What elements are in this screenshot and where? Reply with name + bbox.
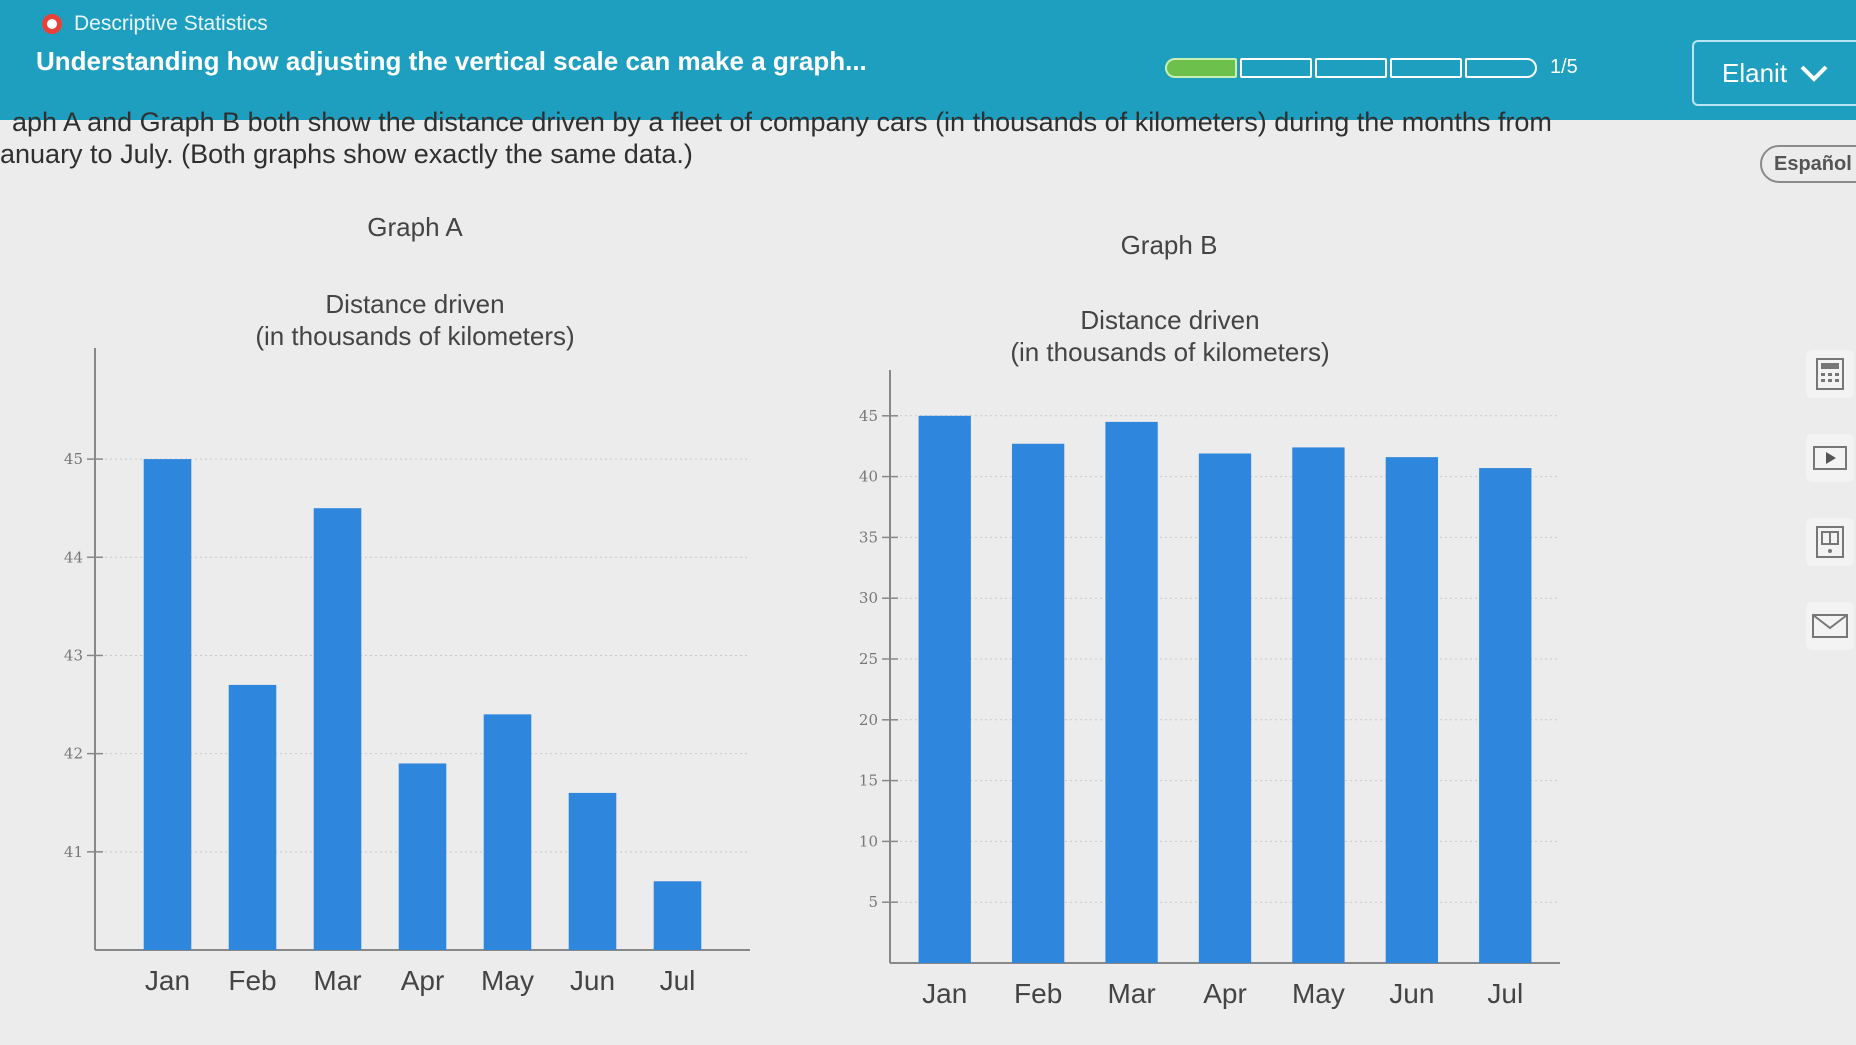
graph-b-bar-jun: [1385, 457, 1439, 963]
graph-a-x-tick-label: Jun: [570, 965, 615, 996]
mail-icon: [1812, 614, 1848, 638]
graph-a-x-tick-label: Apr: [401, 965, 445, 996]
progress-segment: [1465, 57, 1537, 78]
graph-b-y-tick-label: 5: [868, 893, 878, 911]
graph-a-x-tick-label: Feb: [228, 965, 276, 996]
graph-a-y-tick-label: 42: [64, 745, 83, 763]
topic-breadcrumb[interactable]: Descriptive Statistics: [42, 12, 268, 36]
graph-a-bar-jun: [568, 792, 617, 950]
graph-a-x-tick-label: Jan: [145, 965, 190, 996]
graph-b-x-tick-label: Mar: [1107, 978, 1155, 1009]
graph-b-x-tick-label: Jun: [1389, 978, 1434, 1009]
graph-b-y-tick-label: 10: [859, 832, 878, 850]
topic-label: Descriptive Statistics: [74, 12, 268, 35]
data-table-button[interactable]: [1806, 518, 1854, 566]
graph-a-chart: 41 42 43 44 45 Jan Feb Mar Apr May Jun Jul: [64, 348, 750, 996]
header-bar: Descriptive Statistics Understanding how…: [0, 0, 1856, 120]
graph-b-y-tick-label: 45: [859, 407, 878, 425]
user-menu-button[interactable]: Elanit: [1692, 40, 1856, 106]
graph-a-title: Graph A: [367, 212, 463, 242]
graph-b-bar-feb: [1011, 443, 1065, 963]
graph-b-title: Graph B: [1120, 230, 1218, 260]
graph-b-x-tick-label: Feb: [1014, 978, 1062, 1009]
calculator-icon: [1816, 358, 1844, 390]
progress-bar: 1/5: [1165, 56, 1578, 79]
graph-a-bar-mar: [313, 508, 362, 950]
graph-b-chart: 5 10 15 20 25 30 35 40 45 Jan Feb Mar Apr May Jun Jul: [859, 370, 1560, 1009]
tool-sidebar: [1806, 350, 1856, 686]
graph-b-x-tick-label: May: [1292, 978, 1345, 1009]
graph-a-y-title: Distance driven (in thousands of kilomet…: [200, 288, 630, 352]
graph-b-x-tick-label: Jan: [922, 978, 967, 1009]
graph-a-y-tick-label: 41: [64, 843, 83, 861]
graph-b-y-tick-label: 40: [859, 468, 878, 486]
graph-a-y-title-line: Distance driven: [325, 289, 505, 319]
graph-b-y-tick-label: 35: [859, 528, 878, 546]
graph-a-bar-jan: [143, 459, 192, 950]
progress-label: 1/5: [1550, 56, 1578, 78]
progress-segment: [1315, 57, 1387, 78]
graph-a-y-tick-label: 45: [64, 450, 83, 468]
graph-b-y-title-line: Distance driven: [1080, 305, 1260, 335]
graph-a-bar-feb: [228, 684, 277, 950]
data-table-icon: [1816, 526, 1844, 558]
graph-a-bar-jul: [653, 881, 702, 950]
user-name: Elanit: [1722, 57, 1788, 88]
graph-a-x-tick-label: May: [481, 965, 534, 996]
question-text: aph A and Graph B both show the distance…: [0, 106, 1720, 170]
graph-b-bar-may: [1292, 447, 1345, 963]
progress-segment: [1165, 57, 1237, 78]
lesson-title: Understanding how adjusting the vertical…: [36, 46, 867, 76]
graph-b-y-title-line: (in thousands of kilometers): [1010, 337, 1330, 367]
graph-a-y-tick-label: 43: [64, 646, 83, 664]
graph-a-x-tick-label: Mar: [313, 965, 361, 996]
graph-a-x-tick-label: Jul: [660, 965, 696, 996]
question-line: anuary to July. (Both graphs show exactl…: [0, 139, 693, 169]
question-line: aph A and Graph B both show the distance…: [12, 107, 1552, 137]
graph-b-y-tick-label: 25: [859, 650, 878, 668]
progress-segment: [1240, 57, 1312, 78]
message-button[interactable]: [1806, 602, 1854, 650]
graph-b-y-tick-label: 30: [859, 589, 878, 607]
graph-b-y-title: Distance driven (in thousands of kilomet…: [955, 304, 1385, 368]
chevron-down-icon: [1800, 65, 1828, 82]
video-button[interactable]: [1806, 434, 1854, 482]
graph-b-y-tick-label: 15: [859, 772, 878, 790]
graph-a-y-tick-label: 44: [64, 548, 83, 566]
graph-b-x-tick-label: Jul: [1487, 978, 1523, 1009]
calculator-button[interactable]: [1806, 350, 1854, 398]
graph-a-bar-may: [483, 714, 532, 950]
graph-b-bar-jan: [918, 415, 971, 963]
graph-b-bar-apr: [1198, 453, 1252, 963]
graph-a-y-title-line: (in thousands of kilometers): [255, 321, 575, 351]
graph-b-y-tick-label: 20: [859, 711, 878, 729]
progress-segment: [1390, 57, 1462, 78]
topic-status-icon: [42, 14, 62, 34]
video-icon: [1813, 446, 1847, 470]
espanol-button[interactable]: Español: [1760, 145, 1856, 183]
graph-b-bar-jul: [1479, 468, 1532, 963]
graph-b-bar-mar: [1105, 421, 1158, 963]
graph-a-bar-apr: [398, 763, 447, 950]
graph-b-x-tick-label: Apr: [1203, 978, 1247, 1009]
